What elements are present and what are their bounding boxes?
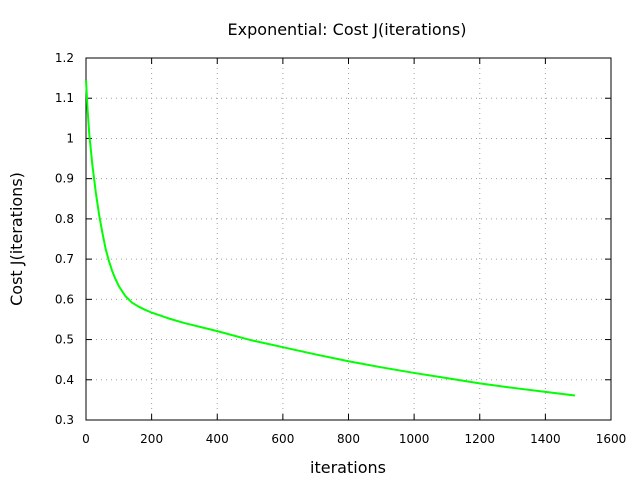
series-layer: [85, 80, 576, 397]
y-tick-label: 0.3: [55, 413, 74, 427]
x-tick-label: 600: [271, 432, 294, 446]
x-tick-label: 0: [82, 432, 90, 446]
x-tick-label: 200: [140, 432, 163, 446]
chart-title: Exponential: Cost J(iterations): [228, 20, 467, 39]
x-tick-label: 800: [337, 432, 360, 446]
y-tick-label: 1.2: [55, 51, 74, 65]
x-tick-label: 1600: [596, 432, 627, 446]
y-tick-label: 1.1: [55, 91, 74, 105]
axis-ticks: 0 200 400 600 800 1000 1200 1400 1600 0.3 0.4 0.5 0.…: [55, 51, 626, 446]
x-axis-label: iterations: [310, 458, 386, 477]
y-tick-label: 0.5: [55, 333, 74, 347]
y-tick-label: 0.6: [55, 292, 74, 306]
cost-series-line: [85, 80, 576, 397]
y-tick-label: 0.7: [55, 252, 74, 266]
y-tick-label: 0.4: [55, 373, 74, 387]
x-tick-label: 400: [206, 432, 229, 446]
x-tick-label: 1400: [530, 432, 561, 446]
x-tick-label: 1000: [399, 432, 430, 446]
y-tick-label: 1: [66, 131, 74, 145]
y-tick-label: 0.9: [55, 172, 74, 186]
x-tick-label: 1200: [464, 432, 495, 446]
grid-lines: [86, 58, 611, 420]
y-tick-label: 0.8: [55, 212, 74, 226]
y-axis-label: Cost J(iterations): [7, 172, 26, 306]
